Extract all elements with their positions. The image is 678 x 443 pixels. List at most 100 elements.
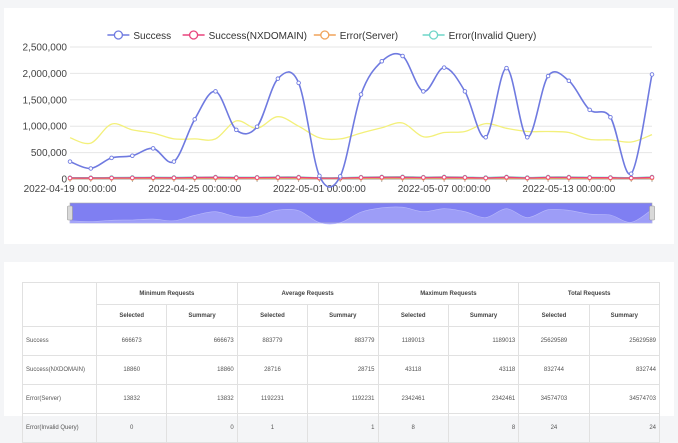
data-point[interactable]	[422, 90, 426, 94]
table-cell: 18860	[167, 356, 237, 385]
data-point[interactable]	[172, 176, 176, 180]
table-row: Success(NXDOMAIN) 18860 18860 28716 2871…	[23, 356, 660, 385]
table-cell: 1	[308, 414, 378, 443]
data-point[interactable]	[131, 154, 135, 158]
legend-item[interactable]: Error(Server)	[314, 31, 398, 42]
legend-swatch-icon	[321, 31, 329, 39]
table-cell: 8	[378, 414, 448, 443]
table-cell: 25629589	[519, 327, 589, 356]
data-point[interactable]	[68, 176, 72, 180]
data-point[interactable]	[567, 176, 571, 180]
data-point[interactable]	[380, 59, 384, 63]
col-summary: Summary	[589, 305, 659, 327]
data-point[interactable]	[442, 176, 446, 180]
data-point[interactable]	[297, 176, 301, 180]
data-point[interactable]	[110, 156, 114, 160]
data-point[interactable]	[609, 115, 613, 119]
col-selected: Selected	[519, 305, 589, 327]
data-point[interactable]	[234, 176, 238, 180]
data-point[interactable]	[234, 128, 238, 132]
data-point[interactable]	[567, 79, 571, 83]
table-cell: 28716	[237, 356, 307, 385]
series-4	[70, 117, 652, 144]
data-point[interactable]	[193, 118, 197, 122]
table-cell: 1192231	[237, 385, 307, 414]
chart-legend[interactable]: Success Success(NXDOMAIN) Error(Server) Err…	[107, 31, 536, 42]
col-group-maximum: Maximum Requests	[378, 283, 519, 305]
data-point[interactable]	[214, 90, 218, 94]
x-tick-label: 2022-05-13 00:00:00	[522, 184, 615, 195]
data-point[interactable]	[505, 66, 509, 70]
data-point[interactable]	[359, 93, 363, 97]
legend-swatch-icon	[114, 31, 122, 39]
table-cell: 1192231	[308, 385, 378, 414]
table-cell: 28715	[308, 356, 378, 385]
data-point[interactable]	[629, 172, 633, 176]
data-point[interactable]	[318, 174, 322, 178]
stats-card: Minimum Requests Average Requests Maximu…	[4, 262, 674, 416]
data-point[interactable]	[588, 176, 592, 180]
table-cell: 883779	[308, 327, 378, 356]
data-point[interactable]	[131, 176, 135, 180]
data-point[interactable]	[338, 175, 342, 179]
legend-item[interactable]: Success(NXDOMAIN)	[183, 31, 307, 42]
data-point[interactable]	[401, 175, 405, 179]
data-point[interactable]	[546, 74, 550, 78]
data-point[interactable]	[276, 176, 280, 180]
data-point[interactable]	[214, 176, 218, 180]
data-point[interactable]	[380, 176, 384, 180]
zoom-handle[interactable]	[68, 206, 73, 220]
y-tick-label: 2,000,000	[23, 69, 68, 80]
table-row: Error(Server) 13832 13832 1192231 119223…	[23, 385, 660, 414]
data-point[interactable]	[89, 176, 93, 180]
data-point[interactable]	[588, 108, 592, 112]
data-point[interactable]	[297, 81, 301, 85]
data-point[interactable]	[151, 176, 155, 180]
data-point[interactable]	[505, 176, 509, 180]
zoom-handle[interactable]	[650, 206, 655, 220]
table-cell: 25629589	[589, 327, 659, 356]
table-cell: 1189013	[378, 327, 448, 356]
line-chart: Success Success(NXDOMAIN) Error(Server) Err…	[4, 8, 674, 244]
data-point[interactable]	[422, 176, 426, 180]
data-point[interactable]	[359, 176, 363, 180]
table-cell: 13832	[97, 385, 167, 414]
data-zoom-slider[interactable]	[68, 203, 655, 224]
legend-label: Success(NXDOMAIN)	[209, 31, 307, 42]
data-point[interactable]	[629, 176, 633, 180]
row-label: Success	[23, 327, 97, 356]
data-point[interactable]	[525, 135, 529, 139]
data-point[interactable]	[650, 176, 654, 180]
data-point[interactable]	[463, 90, 467, 94]
data-point[interactable]	[172, 160, 176, 164]
col-summary: Summary	[448, 305, 518, 327]
data-point[interactable]	[110, 176, 114, 180]
data-point[interactable]	[484, 176, 488, 180]
table-cell: 34574703	[589, 385, 659, 414]
legend-item[interactable]: Error(Invalid Query)	[423, 31, 537, 42]
data-point[interactable]	[546, 176, 550, 180]
data-point[interactable]	[193, 176, 197, 180]
data-point[interactable]	[89, 167, 93, 171]
table-cell: 8	[448, 414, 518, 443]
data-point[interactable]	[276, 77, 280, 81]
data-point[interactable]	[68, 160, 72, 164]
data-point[interactable]	[255, 125, 259, 129]
table-cell: 832744	[519, 356, 589, 385]
col-selected: Selected	[97, 305, 167, 327]
chart-grid	[70, 47, 652, 179]
row-label: Error(Server)	[23, 385, 97, 414]
data-point[interactable]	[463, 176, 467, 180]
data-point[interactable]	[525, 176, 529, 180]
data-point[interactable]	[151, 147, 155, 151]
data-point[interactable]	[609, 176, 613, 180]
data-point[interactable]	[650, 73, 654, 77]
data-point[interactable]	[442, 66, 446, 70]
y-tick-label: 1,000,000	[23, 122, 68, 133]
data-point[interactable]	[401, 54, 405, 58]
stats-table: Minimum Requests Average Requests Maximu…	[22, 282, 660, 443]
table-cell: 666673	[97, 327, 167, 356]
legend-item[interactable]: Success	[107, 31, 171, 42]
data-point[interactable]	[484, 135, 488, 139]
data-point[interactable]	[255, 176, 259, 180]
